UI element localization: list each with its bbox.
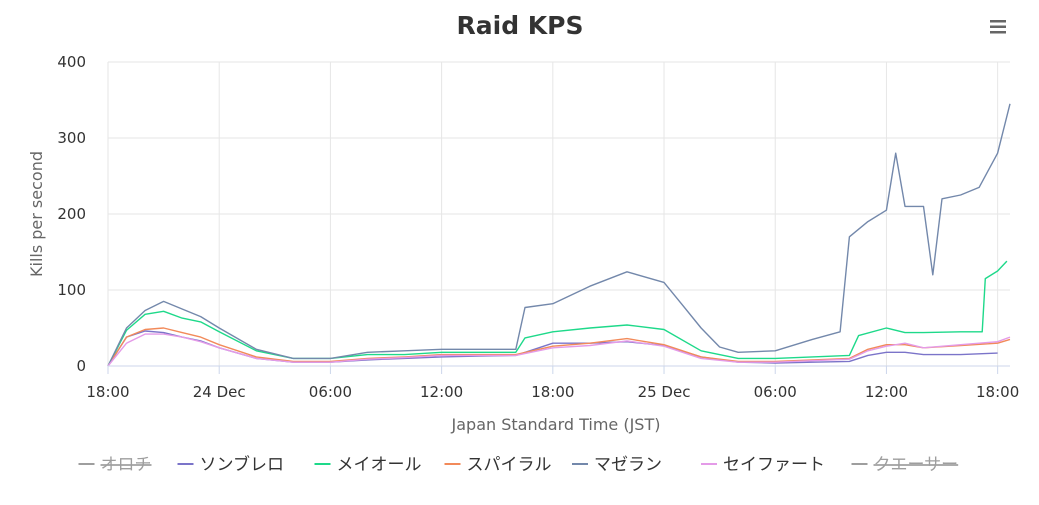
legend-label: セイファート [723,455,825,475]
x-tick-label: 25 Dec [638,383,691,401]
x-tick-label: 18:00 [86,383,129,401]
chart-title: Raid KPS [457,11,584,40]
legend-label: マゼラン [594,455,662,475]
legend-item-5[interactable]: マゼラン [572,455,662,475]
x-axis-ticks: 18:00 24 Dec 06:00 12:00 18:00 25 Dec 06:00 12:… [86,366,1019,401]
legend-item-7[interactable]: クエーサー [851,455,959,475]
y-tick-label: 400 [57,53,86,71]
y-axis-title: Kills per second [27,151,46,277]
y-axis-ticks: 0 100 200 300 400 [57,53,86,375]
legend-label: スパイラル [467,455,552,475]
legend-item-1[interactable]: オロチ [78,455,152,475]
legend-label: ソンブレロ [200,454,285,475]
series-line-6 [107,333,1011,367]
y-tick-label: 300 [57,129,86,147]
series-line-5 [107,103,1011,367]
series-lines [107,103,1011,367]
x-tick-label: 06:00 [309,383,352,401]
x-tick-label: 06:00 [754,383,797,401]
legend-label: オロチ [101,455,152,475]
legend-label: クエーサー [874,455,959,475]
grid [107,61,1010,366]
legend-item-2[interactable]: ソンブレロ [177,454,285,475]
x-tick-label: 12:00 [865,383,908,401]
x-tick-label: 24 Dec [193,383,246,401]
y-tick-label: 100 [57,281,86,299]
legend-item-6[interactable]: セイファート [701,455,825,475]
context-menu-button[interactable] [984,14,1012,40]
legend-item-4[interactable]: スパイラル [444,455,552,475]
series-line-3 [107,260,1008,367]
y-tick-label: 200 [57,205,86,223]
y-tick-label: 0 [76,357,86,375]
x-axis-title: Japan Standard Time (JST) [451,415,661,434]
legend: オロチ ソンブレロ メイオール スパイラル マゼラン セイファート クエーサー [78,454,959,475]
x-tick-label: 12:00 [420,383,463,401]
series-line-4 [107,327,1011,367]
hamburger-menu-icon [990,20,1006,34]
x-tick-label: 18:00 [531,383,574,401]
legend-item-3[interactable]: メイオール [314,455,422,475]
x-tick-label: 18:00 [976,383,1019,401]
legend-label: メイオール [337,455,422,475]
